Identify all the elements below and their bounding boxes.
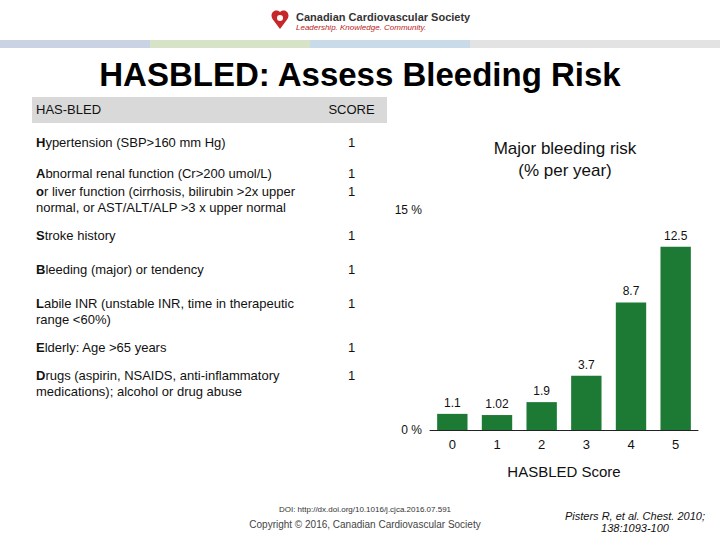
html-text:D rugs (aspirin, NSAIDS, anti-: D rugs (aspirin, NSAIDS, anti-inflammato… xyxy=(36,368,280,399)
html-text:L abile INR (unstable INR, tim: L abile INR (unstable INR, time in thera… xyxy=(36,296,294,327)
svg-text:12.5: 12.5 xyxy=(664,229,688,243)
html-text:Canadian Cardiovascular Societ: Canadian Cardiovascular Society xyxy=(296,10,471,23)
html-text:S troke history: S troke history xyxy=(36,228,116,243)
html-text:1: 1 xyxy=(347,296,356,311)
svg-text:5: 5 xyxy=(672,437,679,452)
html-text:A bnormal renal function (Cr>2: A bnormal renal function (Cr>200 umol/L) xyxy=(36,166,272,181)
html-text:E lderly: Age >65 years: E lderly: Age >65 years xyxy=(36,340,167,355)
svg-text:0: 0 xyxy=(449,437,456,452)
svg-text:15 %: 15 % xyxy=(395,203,423,217)
html-text:HASBLED: Assess Bleeding Risk: HASBLED: Assess Bleeding Risk xyxy=(99,56,621,93)
html-text:Copyright © 2016, Canadian Car: Copyright © 2016, Canadian Cardiovascula… xyxy=(249,519,481,530)
svg-text:HASBLED Score: HASBLED Score xyxy=(507,463,620,480)
svg-text:4: 4 xyxy=(627,437,634,452)
html-text:1: 1 xyxy=(347,135,356,150)
html-text:1: 1 xyxy=(347,228,356,243)
svg-text:3.7: 3.7 xyxy=(578,358,595,372)
html-text:Pisters R, et al. Chest. 2010;: Pisters R, et al. Chest. 2010; 138:1093-… xyxy=(565,510,705,534)
svg-text:(% per year): (% per year) xyxy=(518,161,612,180)
svg-text:1.9: 1.9 xyxy=(533,384,550,398)
html-text:1: 1 xyxy=(347,340,356,355)
html-text:DOI: http://dx.doi.org/10.1016: DOI: http://dx.doi.org/10.1016/j.cjca.20… xyxy=(278,505,452,514)
html-text:o r liver function (cirrhosis,: o r liver function (cirrhosis, bilirubin… xyxy=(36,184,295,215)
svg-text:Major bleeding risk: Major bleeding risk xyxy=(494,139,637,158)
svg-text:8.7: 8.7 xyxy=(623,284,640,298)
svg-text:3: 3 xyxy=(583,437,590,452)
html-text:1: 1 xyxy=(347,184,356,199)
svg-text:2: 2 xyxy=(538,437,545,452)
html-text:1: 1 xyxy=(347,368,356,383)
html-text:B leeding (major) or tendency: B leeding (major) or tendency xyxy=(36,262,204,277)
html-text:HAS-BLED: HAS-BLED xyxy=(36,102,101,117)
html-text:H ypertension (SBP>160 mm Hg): H ypertension (SBP>160 mm Hg) xyxy=(36,135,226,150)
html-text:SCORE: SCORE xyxy=(328,102,375,117)
svg-text:1.02: 1.02 xyxy=(485,397,509,411)
svg-text:1.1: 1.1 xyxy=(444,396,461,410)
svg-text:1: 1 xyxy=(493,437,500,452)
html-text:1: 1 xyxy=(347,262,356,277)
svg-text:0 %: 0 % xyxy=(401,423,422,437)
html-text:1: 1 xyxy=(347,166,356,181)
html-text:Leadership. Knowledge. Communi: Leadership. Knowledge. Community. xyxy=(296,22,427,32)
